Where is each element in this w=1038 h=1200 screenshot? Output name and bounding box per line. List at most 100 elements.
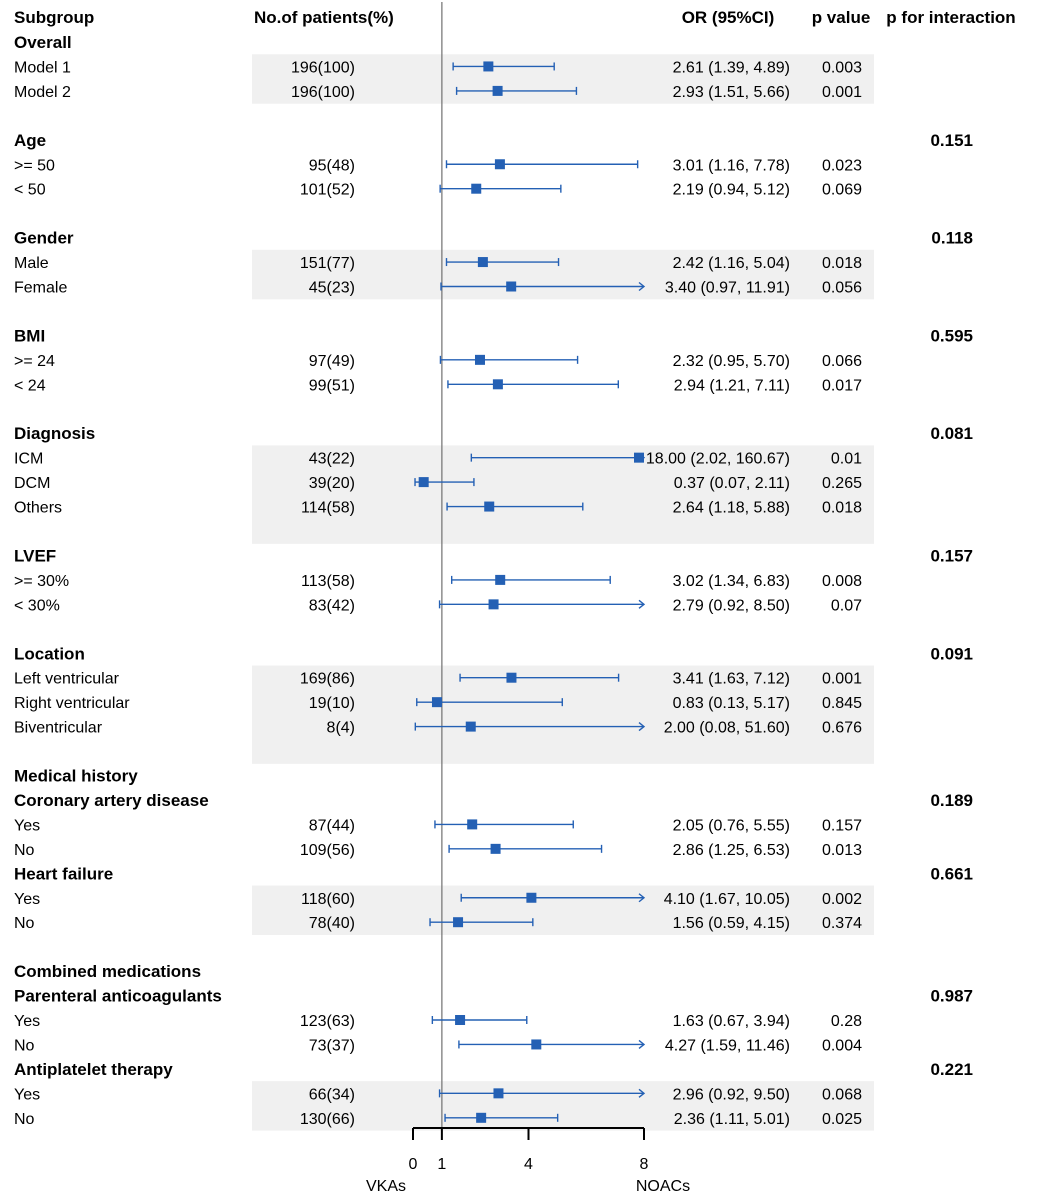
row-label: No [14, 1111, 35, 1128]
or-ci-value: 2.32 (0.95, 5.70) [673, 353, 790, 370]
or-point [531, 1039, 542, 1050]
group-label: Combined medications [14, 962, 201, 981]
x-tick-label: 0 [409, 1156, 418, 1173]
ci-arrow-high [638, 1039, 646, 1049]
group-label: Overall [14, 33, 72, 52]
p-value: 0.003 [822, 59, 862, 76]
p-value: 0.676 [822, 720, 862, 737]
x-axis-ticks: 0 1 4 8 [409, 1128, 649, 1173]
header-subgroup: Subgroup [14, 8, 94, 27]
or-ci-value: 3.01 (1.16, 7.78) [673, 157, 790, 174]
row-label: Others [14, 500, 62, 517]
or-ci-value: 2.86 (1.25, 6.53) [673, 842, 790, 859]
row-label: Yes [14, 1013, 40, 1030]
row-band [252, 738, 874, 764]
p-interaction-value: 0.221 [930, 1060, 973, 1079]
row-label: Yes [14, 817, 40, 834]
group-label: Coronary artery disease [14, 791, 209, 810]
p-value: 0.001 [822, 84, 862, 101]
patients-value: 73(37) [309, 1037, 355, 1054]
row-label: Male [14, 255, 49, 272]
patients-value: 8(4) [327, 720, 355, 737]
patients-value: 39(20) [309, 475, 355, 492]
row-label: >= 30% [14, 573, 69, 590]
or-point [526, 892, 537, 903]
row-label: Model 1 [14, 59, 71, 76]
patients-value: 43(22) [309, 451, 355, 468]
patients-value: 118(60) [301, 891, 355, 908]
or-ci-value: 0.37 (0.07, 2.11) [674, 475, 790, 492]
patients-value: 78(40) [309, 915, 355, 932]
header-p-value: p value [812, 8, 871, 27]
row-band [252, 1105, 874, 1131]
group-label: Age [14, 131, 46, 150]
x-axis: 0 1 4 8 VKAs NOACs [366, 1127, 690, 1195]
p-value: 0.017 [822, 377, 862, 394]
x-tick-label: 8 [640, 1156, 649, 1173]
ci-arrow-high [638, 722, 646, 732]
group-label: LVEF [14, 546, 56, 565]
or-point [634, 452, 644, 463]
axis-left-label: VKAs [366, 1178, 406, 1195]
p-value: 0.068 [822, 1086, 862, 1103]
p-interaction-value: 0.987 [930, 987, 973, 1006]
p-interaction-value: 0.118 [931, 229, 973, 248]
patients-value: 45(23) [309, 280, 355, 297]
row-band [252, 54, 874, 80]
p-value: 0.28 [831, 1013, 862, 1030]
patients-value: 114(58) [301, 500, 355, 517]
row-band [252, 909, 874, 936]
p-interaction-value: 0.091 [930, 644, 973, 663]
or-point [474, 354, 485, 365]
or-ci-value: 2.36 (1.11, 5.01) [674, 1111, 790, 1128]
or-ci-value: 2.96 (0.92, 9.50) [673, 1086, 790, 1103]
x-tick-label: 4 [524, 1156, 533, 1173]
patients-value: 19(10) [309, 695, 355, 712]
ci-arrow-high [638, 893, 646, 903]
patients-value: 109(56) [300, 842, 355, 859]
group-label: Gender [14, 229, 74, 248]
row-label: No [14, 842, 35, 859]
or-point [490, 843, 501, 854]
patients-value: 101(52) [300, 182, 355, 199]
group-label: Location [14, 644, 85, 663]
or-ci-value: 2.19 (0.94, 5.12) [673, 182, 790, 199]
row-label: >= 50 [14, 157, 55, 174]
or-point [453, 917, 464, 928]
or-ci-value: 4.27 (1.59, 11.46) [665, 1037, 790, 1054]
patients-value: 130(66) [300, 1111, 355, 1128]
or-point [483, 61, 494, 72]
ci-arrow-high [638, 1088, 646, 1098]
header-patients: No.of patients(%) [254, 8, 394, 27]
row-band [252, 518, 874, 544]
or-ci-value: 0.83 (0.13, 5.17) [673, 695, 790, 712]
group-label: Medical history [14, 767, 138, 786]
or-point [467, 819, 478, 830]
row-label: Right ventricular [14, 695, 130, 712]
p-value: 0.018 [822, 500, 862, 517]
or-ci-value: 2.79 (0.92, 8.50) [673, 597, 790, 614]
or-ci-value: 3.02 (1.34, 6.83) [673, 573, 790, 590]
p-value: 0.013 [822, 842, 862, 859]
p-interaction-value: 0.151 [930, 131, 973, 150]
p-value: 0.002 [822, 891, 862, 908]
patients-value: 99(51) [309, 377, 355, 394]
group-label: Antiplatelet therapy [14, 1060, 173, 1079]
row-label: >= 24 [14, 353, 55, 370]
group-label: BMI [14, 326, 45, 345]
row-label: < 30% [14, 597, 60, 614]
row-label: Left ventricular [14, 671, 120, 688]
group-label: Diagnosis [14, 424, 95, 443]
row-label: < 50 [14, 182, 46, 199]
or-ci-value: 2.42 (1.16, 5.04) [673, 255, 790, 272]
forest-marks [414, 61, 646, 1123]
p-interaction-value: 0.595 [930, 326, 973, 345]
axis-right-label: NOACs [636, 1178, 690, 1195]
row-label: Model 2 [14, 84, 71, 101]
column-headers: Subgroup No.of patients(%) OR (95%CI) p … [14, 8, 1016, 27]
p-value: 0.066 [822, 353, 862, 370]
or-point [465, 721, 476, 732]
or-point [431, 697, 442, 708]
or-ci-value: 2.05 (0.76, 5.55) [673, 817, 790, 834]
group-label: Heart failure [14, 864, 113, 883]
